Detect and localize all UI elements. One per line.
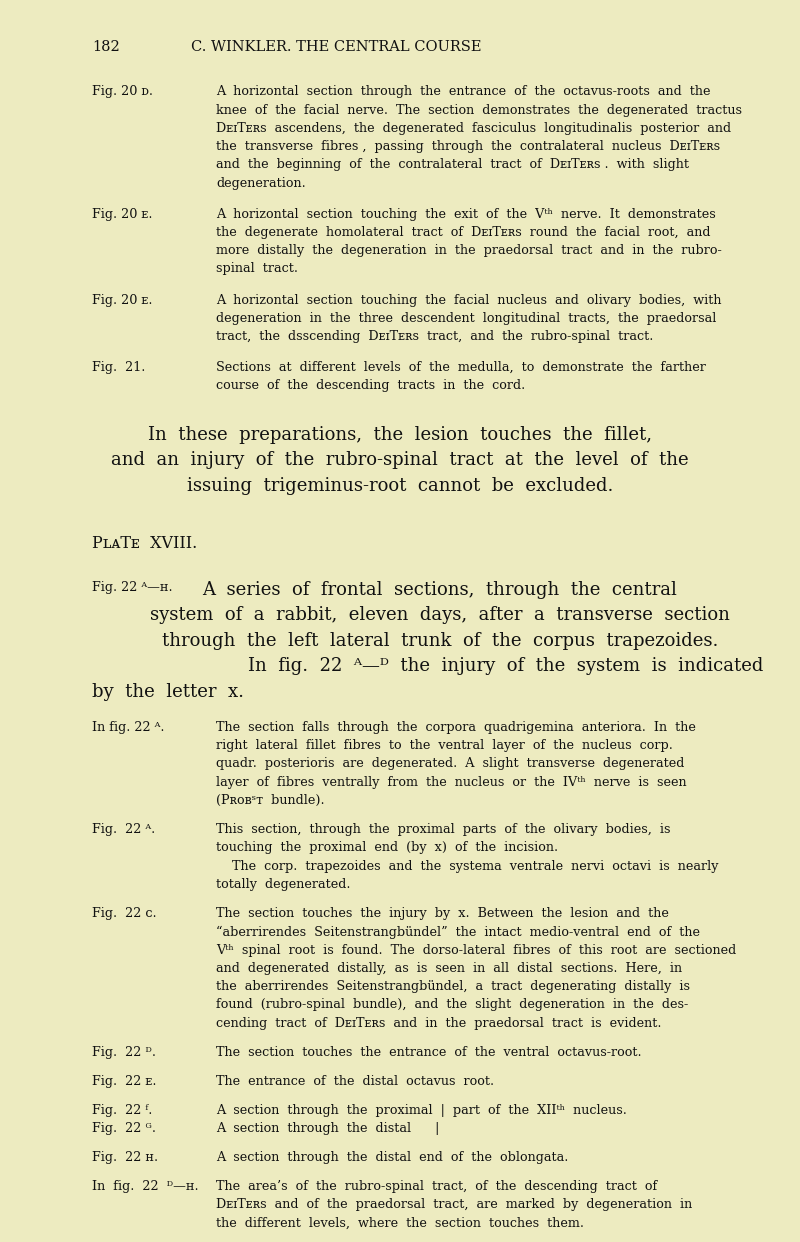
Text: Sections  at  different  levels  of  the  medulla,  to  demonstrate  the  farthe: Sections at different levels of the medu… <box>216 361 706 374</box>
Text: The  area’s  of  the  rubro-spinal  tract,  of  the  descending  tract  of: The area’s of the rubro-spinal tract, of… <box>216 1180 658 1194</box>
Text: A  horizontal  section  through  the  entrance  of  the  octavus-roots  and  the: A horizontal section through the entranc… <box>216 86 710 98</box>
Text: spinal  tract.: spinal tract. <box>216 262 298 276</box>
Text: touching  the  proximal  end  (by  x)  of  the  incision.: touching the proximal end (by x) of the … <box>216 841 558 854</box>
Text: A  section  through  the  distal  end  of  the  oblongata.: A section through the distal end of the … <box>216 1151 568 1164</box>
Text: Fig. 20 ᴇ.: Fig. 20 ᴇ. <box>92 207 153 221</box>
Text: Fig.  22 ᴄ.: Fig. 22 ᴄ. <box>92 907 157 920</box>
Text: 182: 182 <box>92 40 120 53</box>
Text: knee  of  the  facial  nerve.  The  section  demonstrates  the  degenerated  tra: knee of the facial nerve. The section de… <box>216 103 742 117</box>
Text: A  series  of  frontal  sections,  through  the  central: A series of frontal sections, through th… <box>202 581 678 599</box>
Text: C. WINKLER. THE CENTRAL COURSE: C. WINKLER. THE CENTRAL COURSE <box>190 40 482 53</box>
Text: “aberrirendes  Seitenstrangbündel”  the  intact  medio-ventral  end  of  the: “aberrirendes Seitenstrangbündel” the in… <box>216 925 700 939</box>
Text: cending  tract  of  DᴇɪTᴇʀs  and  in  the  praedorsal  tract  is  evident.: cending tract of DᴇɪTᴇʀs and in the prae… <box>216 1017 662 1030</box>
Text: the  degenerate  homolateral  tract  of  DᴇɪTᴇʀs  round  the  facial  root,  and: the degenerate homolateral tract of DᴇɪT… <box>216 226 710 238</box>
Text: Fig.  22 ᴇ.: Fig. 22 ᴇ. <box>92 1076 157 1088</box>
Text: by  the  letter  x.: by the letter x. <box>92 683 244 700</box>
Text: PʟᴀTᴇ  XVIII.: PʟᴀTᴇ XVIII. <box>92 535 198 553</box>
Text: layer  of  fibres  ventrally  from  the  nucleus  or  the  IVᵗʰ  nerve  is  seen: layer of fibres ventrally from the nucle… <box>216 776 686 789</box>
Text: Fig.  22 ᶠ.: Fig. 22 ᶠ. <box>92 1104 152 1118</box>
Text: course  of  the  descending  tracts  in  the  cord.: course of the descending tracts in the c… <box>216 379 526 392</box>
Text: Fig.  22 ᴰ.: Fig. 22 ᴰ. <box>92 1046 156 1059</box>
Text: and  the  beginning  of  the  contralateral  tract  of  DᴇɪTᴇʀs .  with  slight: and the beginning of the contralateral t… <box>216 159 689 171</box>
Text: In  fig.  22  ᴬ—ᴰ  the  injury  of  the  system  is  indicated: In fig. 22 ᴬ—ᴰ the injury of the system … <box>248 657 763 676</box>
Text: The  entrance  of  the  distal  octavus  root.: The entrance of the distal octavus root. <box>216 1076 494 1088</box>
Text: DᴇɪTᴇʀs  and  of  the  praedorsal  tract,  are  marked  by  degeneration  in: DᴇɪTᴇʀs and of the praedorsal tract, are… <box>216 1199 692 1211</box>
Text: degeneration  in  the  three  descendent  longitudinal  tracts,  the  praedorsal: degeneration in the three descendent lon… <box>216 312 716 324</box>
Text: The  corp.  trapezoides  and  the  systema  ventrale  nervi  octavi  is  nearly: The corp. trapezoides and the systema ve… <box>216 859 718 873</box>
Text: Fig.  21.: Fig. 21. <box>92 361 146 374</box>
Text: Fig. 20 ᴇ.: Fig. 20 ᴇ. <box>92 293 153 307</box>
Text: system  of  a  rabbit,  eleven  days,  after  a  transverse  section: system of a rabbit, eleven days, after a… <box>150 606 730 625</box>
Text: quadr.  posterioris  are  degenerated.  A  slight  transverse  degenerated: quadr. posterioris are degenerated. A sl… <box>216 758 684 770</box>
Text: through  the  left  lateral  trunk  of  the  corpus  trapezoides.: through the left lateral trunk of the co… <box>162 632 718 650</box>
Text: A  section  through  the  proximal  |  part  of  the  XIIᵗʰ  nucleus.: A section through the proximal | part of… <box>216 1104 627 1118</box>
Text: (Pʀᴏʙˢᴛ  bundle).: (Pʀᴏʙˢᴛ bundle). <box>216 794 325 807</box>
Text: This  section,  through  the  proximal  parts  of  the  olivary  bodies,  is: This section, through the proximal parts… <box>216 823 670 836</box>
Text: Fig.  22 ʜ.: Fig. 22 ʜ. <box>92 1151 158 1164</box>
Text: A  horizontal  section  touching  the  exit  of  the  Vᵗʰ  nerve.  It  demonstra: A horizontal section touching the exit o… <box>216 207 716 221</box>
Text: tract,  the  dsscending  DᴇɪTᴇʀs  tract,  and  the  rubro-spinal  tract.: tract, the dsscending DᴇɪTᴇʀs tract, and… <box>216 330 654 343</box>
Text: issuing  trigeminus-root  cannot  be  excluded.: issuing trigeminus-root cannot be exclud… <box>187 477 613 494</box>
Text: The  section  touches  the  entrance  of  the  ventral  octavus-root.: The section touches the entrance of the … <box>216 1046 642 1059</box>
Text: Fig.  22 ᴬ.: Fig. 22 ᴬ. <box>92 823 155 836</box>
Text: the  aberrirendes  Seitenstrangbündel,  a  tract  degenerating  distally  is: the aberrirendes Seitenstrangbündel, a t… <box>216 980 690 994</box>
Text: In  these  preparations,  the  lesion  touches  the  fillet,: In these preparations, the lesion touche… <box>148 426 652 443</box>
Text: more  distally  the  degeneration  in  the  praedorsal  tract  and  in  the  rub: more distally the degeneration in the pr… <box>216 245 722 257</box>
Text: In fig. 22 ᴬ.: In fig. 22 ᴬ. <box>92 720 165 734</box>
Text: The  section  touches  the  injury  by  x.  Between  the  lesion  and  the: The section touches the injury by x. Bet… <box>216 907 669 920</box>
Text: In  fig.  22  ᴰ—ʜ.: In fig. 22 ᴰ—ʜ. <box>92 1180 198 1194</box>
Text: A  section  through  the  distal      |: A section through the distal | <box>216 1122 439 1135</box>
Text: the  transverse  fibres ,  passing  through  the  contralateral  nucleus  DᴇɪTᴇʀ: the transverse fibres , passing through … <box>216 140 720 153</box>
Text: found  (rubro-spinal  bundle),  and  the  slight  degeneration  in  the  des-: found (rubro-spinal bundle), and the sli… <box>216 999 688 1011</box>
Text: the  different  levels,  where  the  section  touches  them.: the different levels, where the section … <box>216 1217 584 1230</box>
Text: DᴇɪTᴇʀs  ascendens,  the  degenerated  fasciculus  longitudinalis  posterior  an: DᴇɪTᴇʀs ascendens, the degenerated fasci… <box>216 122 731 135</box>
Text: and  degenerated  distally,  as  is  seen  in  all  distal  sections.  Here,  in: and degenerated distally, as is seen in … <box>216 963 682 975</box>
Text: right  lateral  fillet  fibres  to  the  ventral  layer  of  the  nucleus  corp.: right lateral fillet fibres to the ventr… <box>216 739 673 753</box>
Text: and  an  injury  of  the  rubro-spinal  tract  at  the  level  of  the: and an injury of the rubro-spinal tract … <box>111 451 689 469</box>
Text: A  horizontal  section  touching  the  facial  nucleus  and  olivary  bodies,  w: A horizontal section touching the facial… <box>216 293 722 307</box>
Text: degeneration.: degeneration. <box>216 176 306 190</box>
Text: Fig.  22 ᴳ.: Fig. 22 ᴳ. <box>92 1122 156 1135</box>
Text: Fig. 22 ᴬ—ʜ.: Fig. 22 ᴬ—ʜ. <box>92 581 173 594</box>
Text: The  section  falls  through  the  corpora  quadrigemina  anteriora.  In  the: The section falls through the corpora qu… <box>216 720 696 734</box>
Text: Fig. 20 ᴅ.: Fig. 20 ᴅ. <box>92 86 153 98</box>
Text: Vᵗʰ  spinal  root  is  found.  The  dorso-lateral  fibres  of  this  root  are  : Vᵗʰ spinal root is found. The dorso-late… <box>216 944 736 956</box>
Text: totally  degenerated.: totally degenerated. <box>216 878 350 891</box>
